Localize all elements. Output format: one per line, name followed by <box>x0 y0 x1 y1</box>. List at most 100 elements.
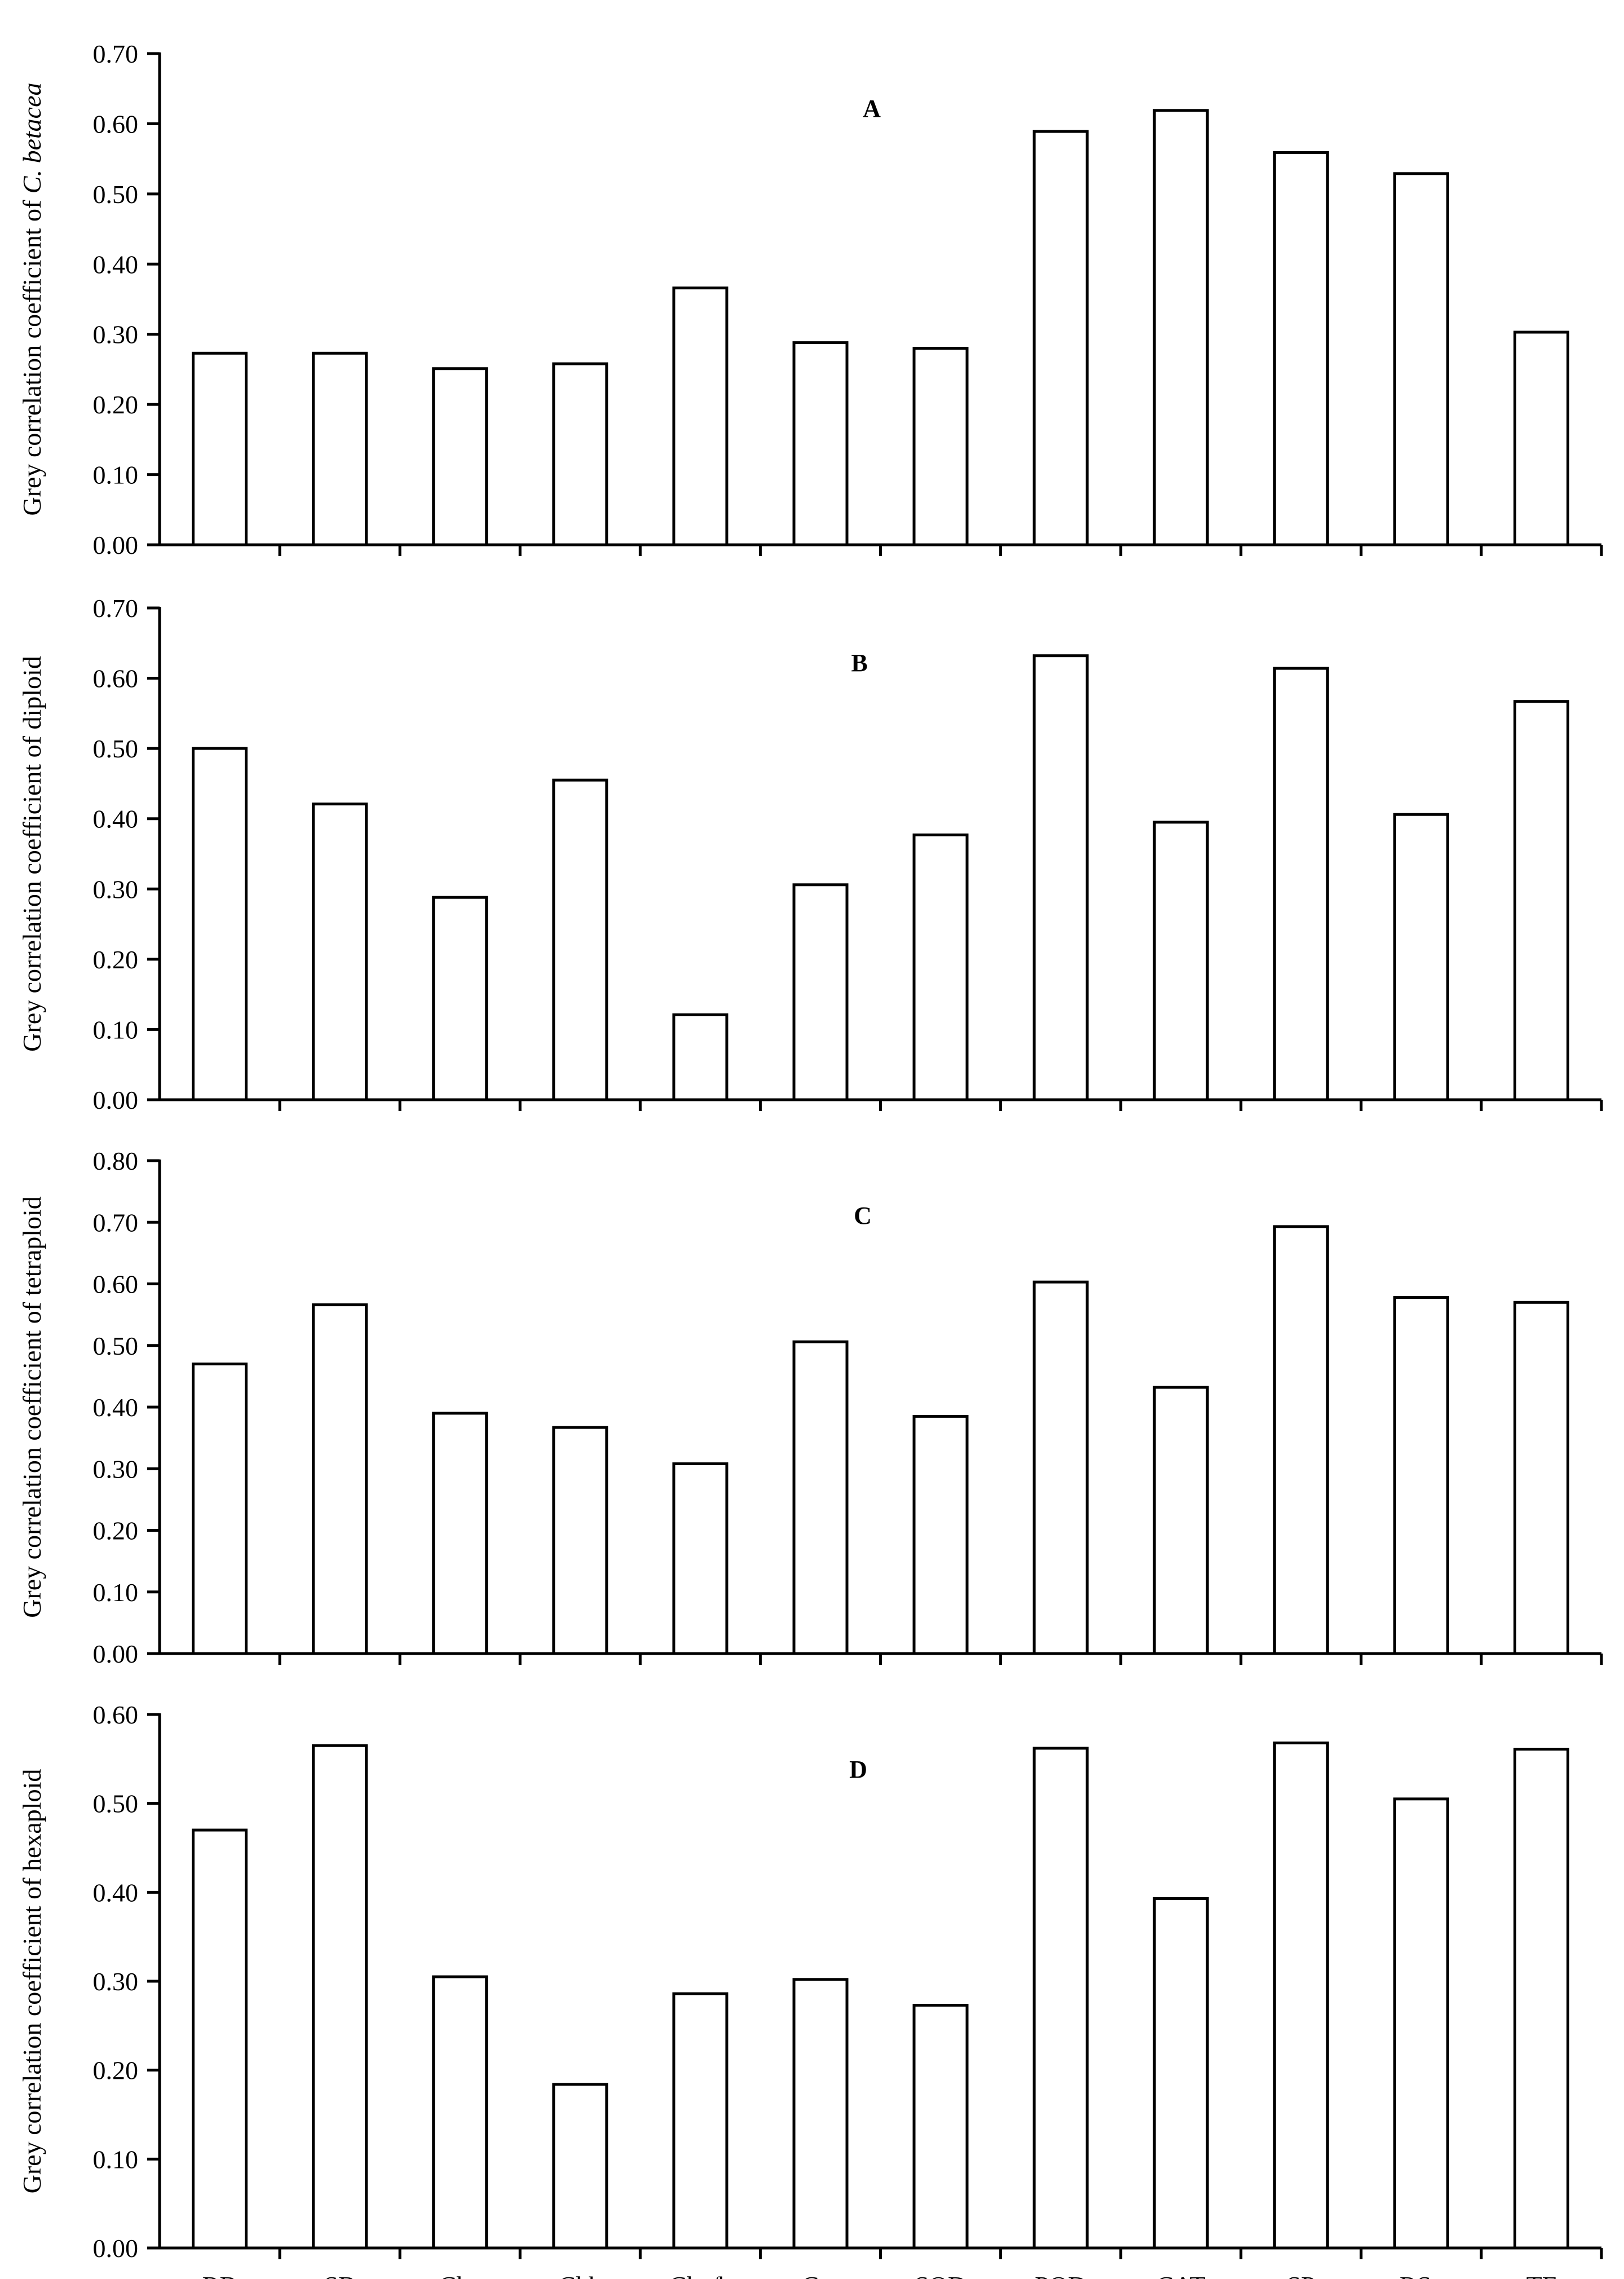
bar-Chb <box>552 362 608 546</box>
bar-TF <box>1513 330 1569 546</box>
y-axis-label-species: C. betacea <box>17 82 46 193</box>
category-label: SB <box>324 2271 355 2279</box>
bar-CAT <box>1153 821 1209 1101</box>
category-label: Car <box>802 2271 839 2279</box>
y-tick-label: 0.00 <box>93 1639 139 1668</box>
bar-SB <box>312 803 368 1101</box>
y-tick-label: 0.00 <box>93 531 139 559</box>
bar-POD <box>1032 654 1089 1101</box>
bar-POD <box>1032 1747 1089 2250</box>
bar-SP <box>1273 1742 1329 2250</box>
y-tick-label: 0.40 <box>93 1393 139 1422</box>
y-tick-label: 0.20 <box>93 2056 139 2085</box>
bar-RB <box>192 351 248 546</box>
y-tick-label: 0.10 <box>93 1015 139 1044</box>
bar-RSe <box>1393 172 1449 546</box>
bar-Cha-b <box>672 1013 729 1101</box>
bar-Car <box>792 1978 849 2250</box>
bar-CAT <box>1153 109 1209 546</box>
y-tick-label: 0.30 <box>93 1967 139 1996</box>
bar-Car <box>792 1340 849 1655</box>
bar-SOD <box>912 833 969 1101</box>
bar-Chb <box>552 1426 608 1655</box>
category-label: RB <box>202 2271 237 2279</box>
bar-TF <box>1513 700 1569 1101</box>
panel-label: A <box>863 95 881 122</box>
chart-panel-D: 0.00 0.10 0.20 0.30 0.40 0.50 0.60 RB SB Cha Chb Ch… <box>17 1700 1603 2279</box>
panel-label: D <box>849 1756 867 1783</box>
y-tick-label: 0.20 <box>93 1517 139 1545</box>
bar-SOD <box>912 1414 969 1655</box>
y-axis-label: Grey correlation coefficient of diploid <box>17 656 46 1052</box>
y-tick-label: 0.40 <box>93 1878 139 1907</box>
y-axis-label: Grey correlation coefficient of hexaploi… <box>17 1769 46 2194</box>
y-axis-label: Grey correlation coefficient of tetraplo… <box>17 1196 46 1618</box>
chart-panel-B: 0.00 0.10 0.20 0.30 0.40 0.50 0.60 0.70 B Grey co… <box>17 594 1603 1114</box>
bar-SOD <box>912 2004 969 2250</box>
bar-RSe <box>1393 813 1449 1101</box>
bar-RSe <box>1393 1797 1449 2250</box>
y-tick-label: 0.10 <box>93 2145 139 2174</box>
category-label: Cha/b <box>669 2271 731 2279</box>
chart-panel-C: 0.00 0.10 0.20 0.30 0.40 0.50 0.60 0.70 0.80 C Gre… <box>17 1147 1603 1668</box>
bar-SP <box>1273 151 1329 546</box>
y-axis-label: Grey correlation coefficient of C. betac… <box>17 82 46 515</box>
y-tick-label: 0.70 <box>93 594 139 623</box>
y-tick-label: 0.60 <box>93 109 139 138</box>
category-label: Chb <box>558 2271 602 2279</box>
bar-SB <box>312 351 368 546</box>
y-tick-label: 0.20 <box>93 945 139 974</box>
bar-RB <box>192 1363 248 1655</box>
bar-POD <box>1032 1280 1089 1655</box>
bar-Cha <box>432 1975 488 2250</box>
y-tick-label: 0.40 <box>93 805 139 834</box>
y-tick-label: 0.30 <box>93 1454 139 1483</box>
bar-SB <box>312 1303 368 1655</box>
bar-Cha <box>432 367 488 546</box>
bar-RSe <box>1393 1296 1449 1655</box>
y-tick-label: 0.20 <box>93 390 139 419</box>
y-tick-label: 0.60 <box>93 1700 139 1729</box>
bar-SP <box>1273 667 1329 1101</box>
y-tick-label: 0.30 <box>93 875 139 903</box>
category-label: SP <box>1287 2271 1316 2279</box>
bar-RB <box>192 747 248 1101</box>
y-tick-label: 0.50 <box>93 180 139 209</box>
y-tick-label: 0.60 <box>93 664 139 693</box>
bar-SOD <box>912 347 969 546</box>
panel-label: C <box>854 1202 872 1229</box>
bar-TF <box>1513 1748 1569 2250</box>
y-tick-label: 0.10 <box>93 461 139 490</box>
y-axis-label-text: Grey correlation coefficient of <box>17 193 46 515</box>
y-tick-label: 0.60 <box>93 1270 139 1299</box>
y-tick-label: 0.50 <box>93 734 139 763</box>
category-label: POD <box>1035 2271 1087 2279</box>
category-label: RSe <box>1400 2271 1443 2279</box>
y-tick-label: 0.50 <box>93 1332 139 1360</box>
bar-Cha <box>432 896 488 1101</box>
y-tick-label: 0.50 <box>93 1789 139 1818</box>
bar-SB <box>312 1744 368 2250</box>
bar-TF <box>1513 1301 1569 1655</box>
bar-Cha-b <box>672 1462 729 1655</box>
y-tick-label: 0.70 <box>93 1208 139 1237</box>
bar-Car <box>792 341 849 546</box>
bar-Cha-b <box>672 1992 729 2250</box>
category-label: SOD <box>915 2271 967 2279</box>
y-tick-label: 0.00 <box>93 1086 139 1114</box>
bar-Cha <box>432 1412 488 1655</box>
bar-SP <box>1273 1225 1329 1655</box>
y-tick-label: 0.40 <box>93 250 139 279</box>
y-tick-label: 0.00 <box>93 2234 139 2263</box>
y-tick-label: 0.80 <box>93 1147 139 1175</box>
category-label: Cha <box>439 2271 481 2279</box>
bar-Car <box>792 883 849 1101</box>
chart-panel-A: 0.00 0.10 0.20 0.30 0.40 0.50 0.60 0.70 A Grey co… <box>17 39 1603 559</box>
category-label: CAT <box>1157 2271 1206 2279</box>
bar-CAT <box>1153 1897 1209 2250</box>
panel-label: B <box>851 649 867 677</box>
y-tick-label: 0.70 <box>93 39 139 68</box>
category-label: TF <box>1526 2271 1557 2279</box>
bar-RB <box>192 1828 248 2250</box>
